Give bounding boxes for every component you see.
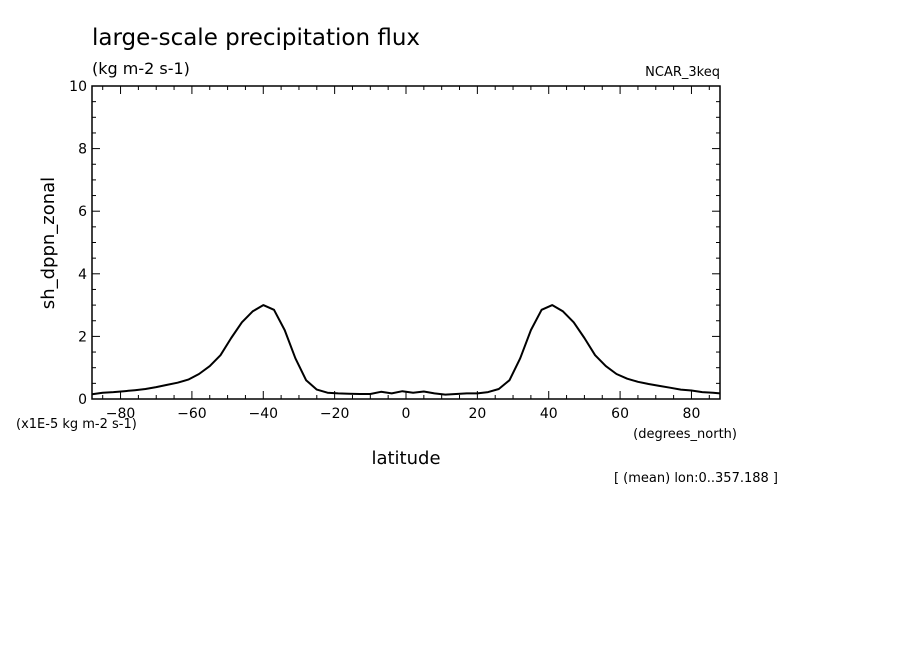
y-tick-label: 4 bbox=[78, 267, 87, 283]
y-tick-label: 10 bbox=[69, 79, 87, 95]
x-axis-label: latitude bbox=[371, 448, 440, 469]
x-tick-label: 60 bbox=[611, 406, 629, 422]
x-tick-label: −20 bbox=[320, 406, 350, 422]
y-tick-label: 0 bbox=[78, 392, 87, 408]
chart-units: (kg m-2 s-1) bbox=[92, 59, 190, 78]
y-axis-label: sh_dppn_zonal bbox=[38, 177, 59, 309]
x-tick-label: 80 bbox=[683, 406, 701, 422]
dataset-label: NCAR_3keq bbox=[645, 65, 720, 80]
x-tick-label: 20 bbox=[468, 406, 486, 422]
y-tick-label: 6 bbox=[78, 204, 87, 220]
plot-frame bbox=[91, 85, 721, 400]
y-tick-label: 2 bbox=[78, 329, 87, 345]
series-line bbox=[91, 304, 721, 396]
x-units-label: (degrees_north) bbox=[633, 427, 737, 442]
x-tick-label: 40 bbox=[540, 406, 558, 422]
footnote: [ (mean) lon:0..357.188 ] bbox=[614, 471, 778, 486]
y-units-label: (x1E-5 kg m-2 s-1) bbox=[16, 417, 137, 432]
x-tick-label: −80 bbox=[106, 406, 136, 422]
y-tick-label: 8 bbox=[78, 142, 87, 158]
chart-title: large-scale precipitation flux bbox=[92, 25, 420, 51]
axis-ticks: −80 −60 −40 −20 0 20 40 60 80 0 2 4 6 8 10 bbox=[69, 79, 720, 422]
x-tick-label: 0 bbox=[402, 406, 411, 422]
x-tick-label: −60 bbox=[177, 406, 207, 422]
x-tick-label: −40 bbox=[248, 406, 278, 422]
